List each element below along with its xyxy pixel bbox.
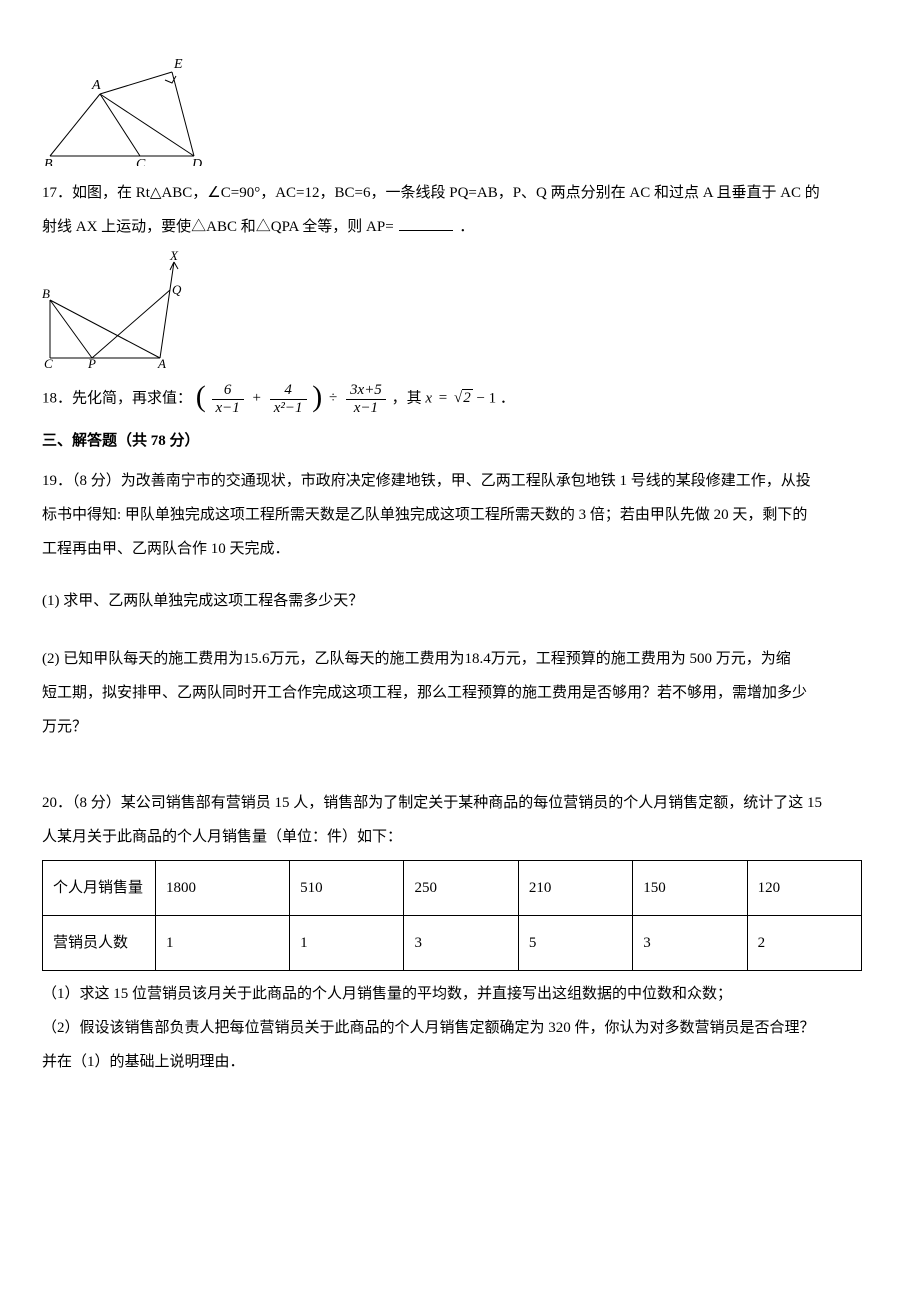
q18-where: ，其 — [392, 390, 426, 406]
frac3: 3x+5 x−1 — [346, 382, 386, 416]
blank-ap — [399, 215, 453, 231]
cell: 2 — [747, 916, 861, 971]
cell: 1 — [290, 916, 404, 971]
eq: = — [439, 390, 447, 406]
q19-sub2b: 短工期，拟安排甲、乙两队同时开工合作完成这项工程，那么工程预算的施工费用是否够用… — [42, 678, 878, 708]
q20-s1: （1）求这 15 位营销员该月关于此商品的个人月销售量的平均数，并直接写出这组数… — [42, 979, 878, 1009]
svg-text:A: A — [157, 356, 166, 370]
q19-p3: 工程再由甲、乙两队合作 10 天完成． — [42, 534, 878, 564]
svg-text:B: B — [44, 157, 53, 166]
cell: 510 — [290, 861, 404, 916]
svg-text:P: P — [87, 356, 96, 370]
plus: + — [253, 390, 261, 406]
q18-line: 18．先化简，再求值： ( 6 x−1 + 4 x²−1 ) ÷ 3x+5 x−… — [42, 382, 878, 416]
frac2: 4 x²−1 — [270, 382, 307, 416]
q18-tail: − 1 — [476, 390, 496, 406]
svg-text:X: X — [169, 250, 179, 263]
q19-sub2a: (2) 已知甲队每天的施工费用为15.6万元，乙队每天的施工费用为18.4万元，… — [42, 644, 878, 674]
q20-s3: 并在（1）的基础上说明理由． — [42, 1047, 878, 1077]
svg-text:E: E — [173, 57, 183, 72]
figure-triangle-abcd-e: B C D A E — [42, 56, 878, 166]
cell: 5 — [518, 916, 632, 971]
cell: 3 — [404, 916, 518, 971]
q19-p1: 19．（8 分）为改善南宁市的交通现状，市政府决定修建地铁，甲、乙两工程队承包地… — [42, 466, 878, 496]
cell: 1 — [156, 916, 290, 971]
table-row: 营销员人数 1 1 3 5 3 2 — [43, 916, 862, 971]
q17-line2: 射线 AX 上运动，要使△ABC 和△QPA 全等，则 AP= ． — [42, 212, 878, 242]
svg-text:C: C — [136, 157, 146, 166]
sqrt: √2 — [454, 383, 473, 413]
lparen: ( — [196, 382, 206, 412]
cell: 3 — [633, 916, 747, 971]
cell: 120 — [747, 861, 861, 916]
rparen: ) — [312, 382, 322, 412]
table-row: 个人月销售量 1800 510 250 210 150 120 — [43, 861, 862, 916]
svg-text:Q: Q — [172, 282, 182, 297]
section-3-heading: 三、解答题（共 78 分） — [42, 426, 878, 456]
q20-p1: 20．（8 分）某公司销售部有营销员 15 人，销售部为了制定关于某种商品的每位… — [42, 788, 878, 818]
q19-sub2c: 万元？ — [42, 712, 878, 742]
q17-line1: 17．如图，在 Rt△ABC，∠C=90°，AC=12，BC=6，一条线段 PQ… — [42, 178, 878, 208]
cell: 210 — [518, 861, 632, 916]
q19-sub1-text: (1) 求甲、乙两队单独完成这项工程各需多少天？ — [42, 593, 363, 609]
svg-text:B: B — [42, 286, 50, 301]
svg-text:C: C — [44, 356, 53, 370]
frac1: 6 x−1 — [212, 382, 244, 416]
div: ÷ — [329, 390, 337, 406]
sales-table: 个人月销售量 1800 510 250 210 150 120 营销员人数 1 … — [42, 860, 862, 971]
q18-period: ． — [500, 390, 515, 406]
svg-text:A: A — [91, 78, 101, 93]
svg-text:D: D — [191, 157, 202, 166]
q17-text-c: ． — [459, 219, 474, 235]
q20-p2: 人某月关于此商品的个人月销售量（单位：件）如下： — [42, 822, 878, 852]
q18-x: x — [425, 390, 432, 406]
cell: 250 — [404, 861, 518, 916]
q19-sub2-text: (2) 已知甲队每天的施工费用为15.6万元，乙队每天的施工费用为18.4万元，… — [42, 651, 791, 667]
cell: 1800 — [156, 861, 290, 916]
q20-s2: （2）假设该销售部负责人把每位营销员关于此商品的个人月销售定额确定为 320 件… — [42, 1013, 878, 1043]
row1-header: 个人月销售量 — [43, 861, 156, 916]
q18-prefix: 18．先化简，再求值： — [42, 390, 192, 406]
q19-p2: 标书中得知: 甲队单独完成这项工程所需天数是乙队单独完成这项工程所需天数的 3 … — [42, 500, 878, 530]
figure-triangle-pq: C P A B Q X — [42, 250, 878, 370]
q19-sub1: (1) 求甲、乙两队单独完成这项工程各需多少天？ — [42, 586, 878, 616]
cell: 150 — [633, 861, 747, 916]
q17-text-b: 射线 AX 上运动，要使△ABC 和△QPA 全等，则 AP= — [42, 219, 394, 235]
row2-header: 营销员人数 — [43, 916, 156, 971]
